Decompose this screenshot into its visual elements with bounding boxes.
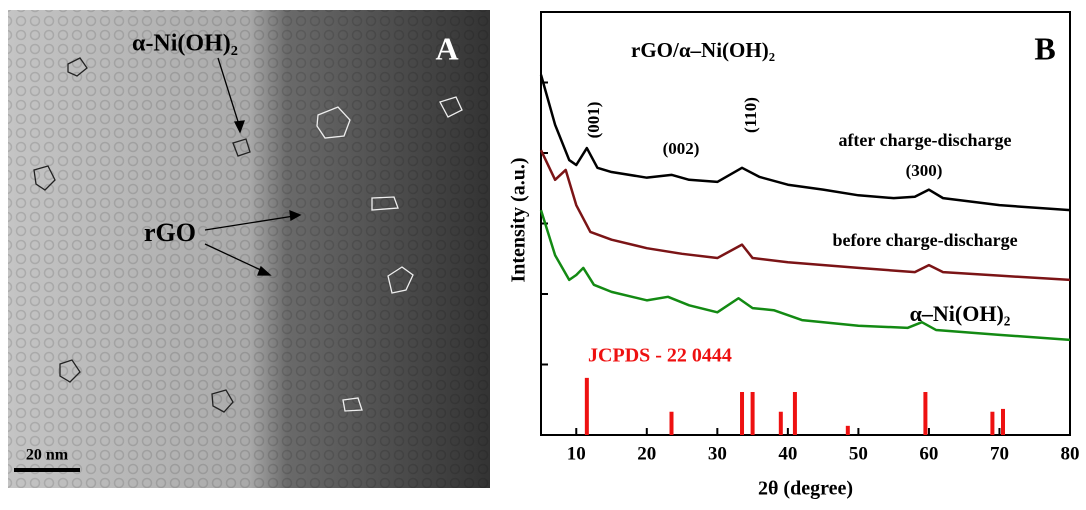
tem-image: α-Ni(OH)₂ rGO A 20 nm <box>8 10 490 488</box>
x-tick-label: 10 <box>567 443 586 464</box>
x-axis-label: 2θ (degree) <box>758 478 853 500</box>
x-tick-label: 60 <box>919 443 938 464</box>
panel-label: B <box>1034 30 1055 66</box>
annotation: α-Ni(OH)₂ <box>132 31 238 57</box>
peak-annotation: (001) <box>584 102 603 139</box>
x-tick-label: 50 <box>849 443 868 464</box>
series-line <box>539 209 1071 342</box>
peak-annotation: (002) <box>663 139 700 158</box>
x-tick-label: 40 <box>778 443 797 464</box>
scale-bar-label: 20 nm <box>26 447 69 464</box>
peak-annotation: (110) <box>741 97 760 133</box>
annotation: rGO <box>144 218 196 247</box>
series-label: before charge-discharge <box>832 230 1017 250</box>
chart-title: rGO/α–Ni(OH)₂ <box>631 38 775 62</box>
x-tick-label: 70 <box>990 443 1009 464</box>
x-tick-label: 30 <box>708 443 727 464</box>
series-line <box>539 74 1071 212</box>
reference-label: JCPDS - 22 0444 <box>588 345 732 367</box>
peak-annotation: (300) <box>906 161 943 180</box>
series-label: α–Ni(OH)₂ <box>910 301 1011 326</box>
y-axis-label: Intensity (a.u.) <box>508 157 530 282</box>
plot-frame <box>540 11 1071 436</box>
series-line <box>539 149 1071 282</box>
series-label: after charge-discharge <box>838 130 1011 150</box>
panel-label: A <box>435 30 458 66</box>
x-tick-label: 80 <box>1061 443 1080 464</box>
x-tick-label: 20 <box>637 443 656 464</box>
